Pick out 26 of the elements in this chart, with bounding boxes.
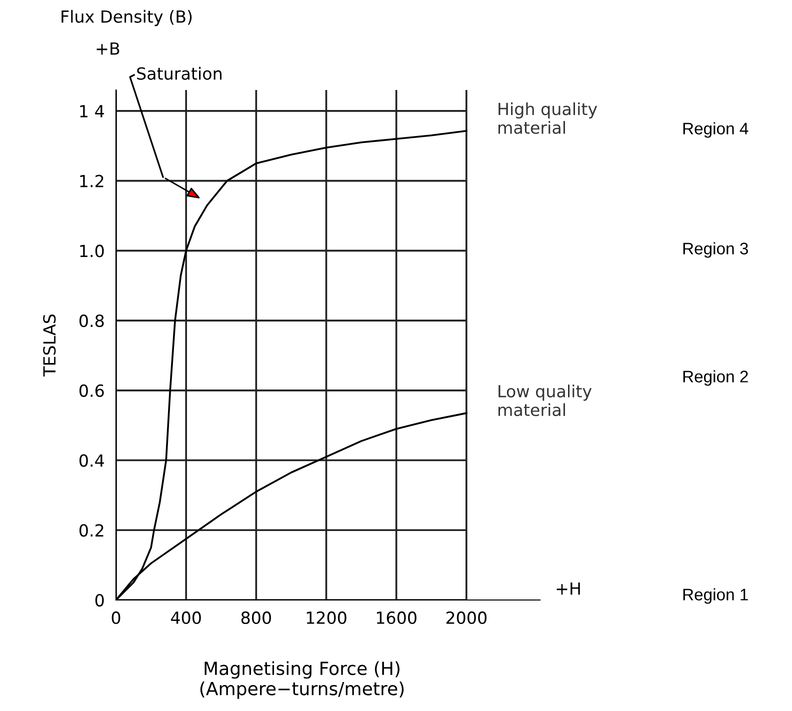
text: Region 4 <box>683 122 748 138</box>
text: Region 2 <box>683 370 748 386</box>
x-tick-label: 1600 <box>376 611 416 624</box>
y-tick-label: 0 <box>95 594 104 607</box>
text: +B <box>96 42 120 55</box>
x-tick-label: 0 <box>112 611 120 624</box>
x-tick-label: 2000 <box>446 611 487 624</box>
y-tick-label: 0.6 <box>79 384 104 397</box>
x-axis-title: Magnetising Force (H) (Ampere−turns/metre) <box>200 661 404 699</box>
series-label: Low quality material <box>498 384 592 416</box>
y-tick-label: 0.4 <box>79 454 104 467</box>
x-tick-label: 1200 <box>306 611 346 624</box>
text: Saturation <box>137 66 222 80</box>
y-tick-label: 1 4 <box>80 105 104 118</box>
text: Region 3 <box>683 242 748 258</box>
text: Flux Density (B) <box>62 10 192 26</box>
x-tick-label: 800 <box>241 611 271 624</box>
y-tick-label: 1.0 <box>80 244 104 258</box>
text: Region 1 <box>683 588 748 604</box>
y-tick-label: 0.2 <box>79 524 104 537</box>
y-axis-title: TESLAS <box>43 314 56 377</box>
text: +H <box>556 582 580 595</box>
series-label: High quality material <box>498 102 598 134</box>
y-tick-label: 0.8 <box>79 314 104 328</box>
x-tick-label: 400 <box>170 611 201 624</box>
y-tick-label: 1.2 <box>80 174 104 188</box>
